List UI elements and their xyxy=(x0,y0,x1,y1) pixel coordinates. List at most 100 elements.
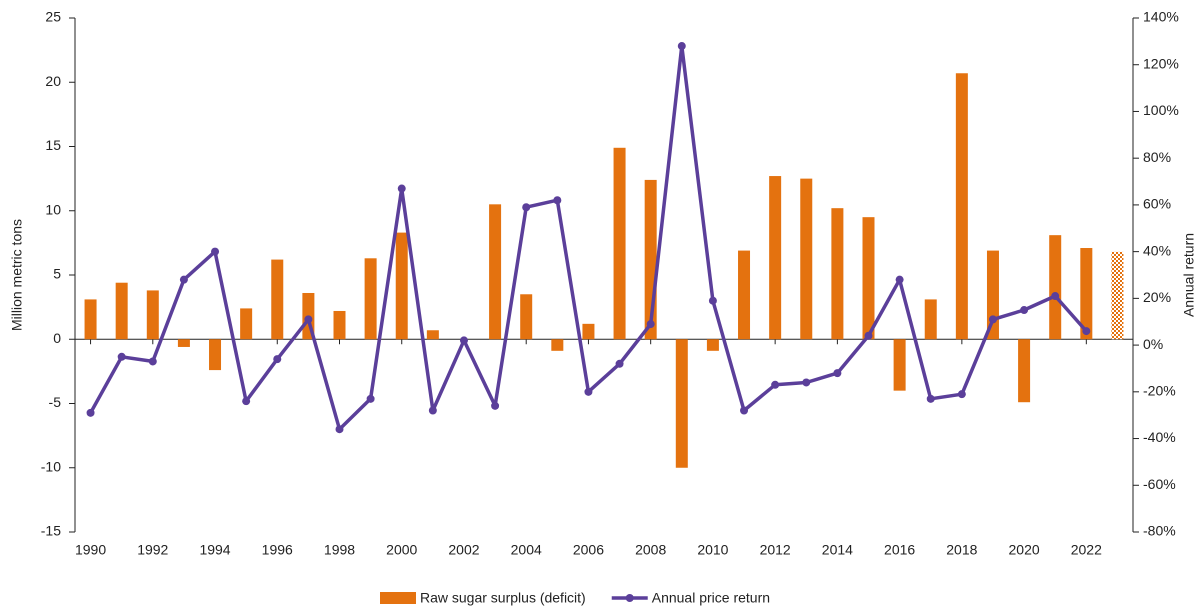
bar xyxy=(520,294,533,340)
bar xyxy=(1049,235,1062,340)
legend-swatch xyxy=(380,592,416,604)
y-tick-label: 10 xyxy=(45,201,61,217)
bar xyxy=(706,339,719,351)
bar xyxy=(1080,248,1093,340)
x-tick-label: 1992 xyxy=(137,542,168,558)
x-tick-label: 2012 xyxy=(760,542,791,558)
line-point xyxy=(988,315,997,324)
y2-axis-label: Annual return xyxy=(1181,233,1197,317)
line-point xyxy=(615,359,624,368)
y-tick-label: 15 xyxy=(45,137,61,153)
bar xyxy=(675,339,688,468)
bar xyxy=(395,232,408,340)
x-tick-label: 1994 xyxy=(199,542,230,558)
y-tick-label: 5 xyxy=(53,266,61,282)
line-point xyxy=(335,425,344,434)
bar xyxy=(333,310,346,340)
line-point xyxy=(117,352,126,361)
y-tick-label: -5 xyxy=(49,394,62,410)
line-point xyxy=(428,406,437,415)
x-tick-label: 1990 xyxy=(75,542,106,558)
y-tick-label: -10 xyxy=(41,458,61,474)
x-tick-label: 2018 xyxy=(946,542,977,558)
bar xyxy=(84,299,97,340)
line-point xyxy=(273,355,282,364)
bar xyxy=(489,204,502,340)
x-tick-label: 2004 xyxy=(511,542,542,558)
line-point xyxy=(646,320,655,329)
line-point xyxy=(895,275,904,284)
bar xyxy=(893,339,906,391)
line-point xyxy=(833,369,842,378)
bar xyxy=(551,339,564,351)
bar xyxy=(924,299,937,340)
y2-tick-label: -80% xyxy=(1143,523,1176,539)
line-point xyxy=(397,184,406,193)
line-point xyxy=(304,315,313,324)
y2-tick-label: 120% xyxy=(1143,55,1179,71)
line-point xyxy=(771,380,780,389)
bar xyxy=(364,258,377,340)
y2-tick-label: -40% xyxy=(1143,429,1176,445)
y2-tick-label: 80% xyxy=(1143,149,1171,165)
x-tick-label: 2006 xyxy=(573,542,604,558)
x-tick-label: 2014 xyxy=(822,542,853,558)
line-point xyxy=(677,42,686,51)
line-point xyxy=(242,397,251,406)
bar xyxy=(738,250,751,340)
bar xyxy=(177,339,190,347)
line-point xyxy=(584,387,593,396)
y-tick-label: 20 xyxy=(45,73,61,89)
y2-tick-label: 40% xyxy=(1143,242,1171,258)
x-tick-label: 2016 xyxy=(884,542,915,558)
x-tick-label: 2020 xyxy=(1009,542,1040,558)
bar xyxy=(426,330,439,340)
y2-tick-label: -60% xyxy=(1143,476,1176,492)
line-point xyxy=(211,247,220,256)
line-point xyxy=(148,357,157,366)
y2-tick-label: 140% xyxy=(1143,9,1179,25)
bar xyxy=(769,176,782,340)
y2-tick-label: -20% xyxy=(1143,383,1176,399)
y2-tick-label: 100% xyxy=(1143,102,1179,118)
legend-label: Annual price return xyxy=(652,590,770,606)
x-tick-label: 2000 xyxy=(386,542,417,558)
bar xyxy=(146,290,159,340)
line-point xyxy=(1082,327,1091,336)
x-tick-label: 2010 xyxy=(697,542,728,558)
bar xyxy=(955,73,968,340)
legend-swatch xyxy=(625,594,634,602)
bar xyxy=(240,308,253,340)
y-axis-label: Million metric tons xyxy=(9,219,25,331)
line-point xyxy=(864,331,873,340)
line-point xyxy=(802,378,811,387)
line-point xyxy=(522,203,531,212)
bar xyxy=(271,259,284,340)
line-point xyxy=(459,336,468,345)
x-tick-label: 1998 xyxy=(324,542,355,558)
x-tick-label: 2002 xyxy=(448,542,479,558)
y2-tick-label: 20% xyxy=(1143,289,1171,305)
line-point xyxy=(1020,306,1029,315)
bar xyxy=(1018,339,1031,403)
line-point xyxy=(491,401,500,410)
line-point xyxy=(926,394,935,403)
bar xyxy=(800,178,813,340)
x-tick-label: 1996 xyxy=(262,542,293,558)
x-tick-label: 2008 xyxy=(635,542,666,558)
line-point xyxy=(708,296,717,305)
bar xyxy=(831,208,844,340)
y2-tick-label: 0% xyxy=(1143,336,1163,352)
bar xyxy=(582,323,595,340)
y2-tick-label: 60% xyxy=(1143,196,1171,212)
bar xyxy=(1111,251,1124,340)
bar xyxy=(209,339,222,371)
bar xyxy=(862,217,875,340)
line-point xyxy=(86,408,95,417)
line-point xyxy=(1051,292,1060,301)
line xyxy=(89,44,1088,431)
line-point xyxy=(957,390,966,399)
y-tick-label: 25 xyxy=(45,9,61,25)
line-point xyxy=(740,406,749,415)
